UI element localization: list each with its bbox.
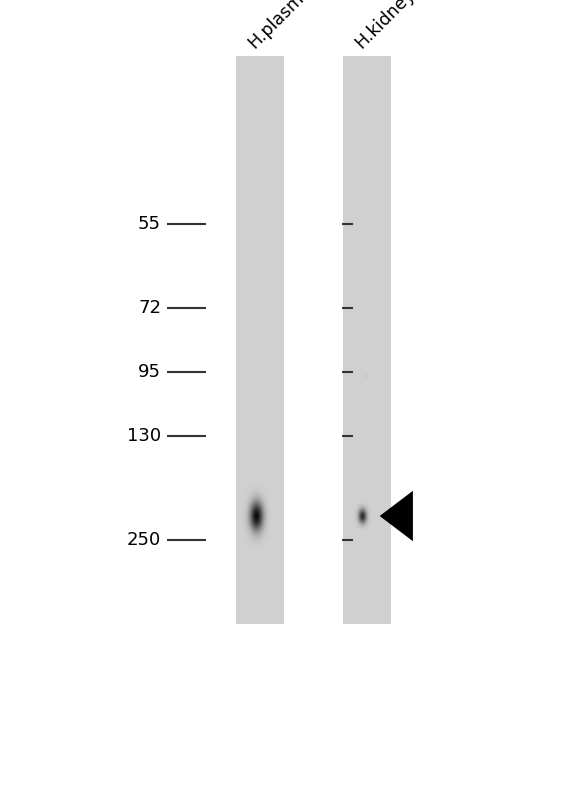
Text: H.plasma: H.plasma [244, 0, 315, 52]
Text: 250: 250 [127, 531, 161, 549]
Polygon shape [380, 490, 413, 541]
Text: 95: 95 [138, 363, 161, 381]
Text: H.kidney: H.kidney [351, 0, 419, 52]
Text: 55: 55 [138, 215, 161, 233]
Bar [344, 56, 391, 624]
Text: 130: 130 [127, 427, 161, 445]
Bar [236, 56, 284, 624]
Text: 72: 72 [138, 299, 161, 317]
